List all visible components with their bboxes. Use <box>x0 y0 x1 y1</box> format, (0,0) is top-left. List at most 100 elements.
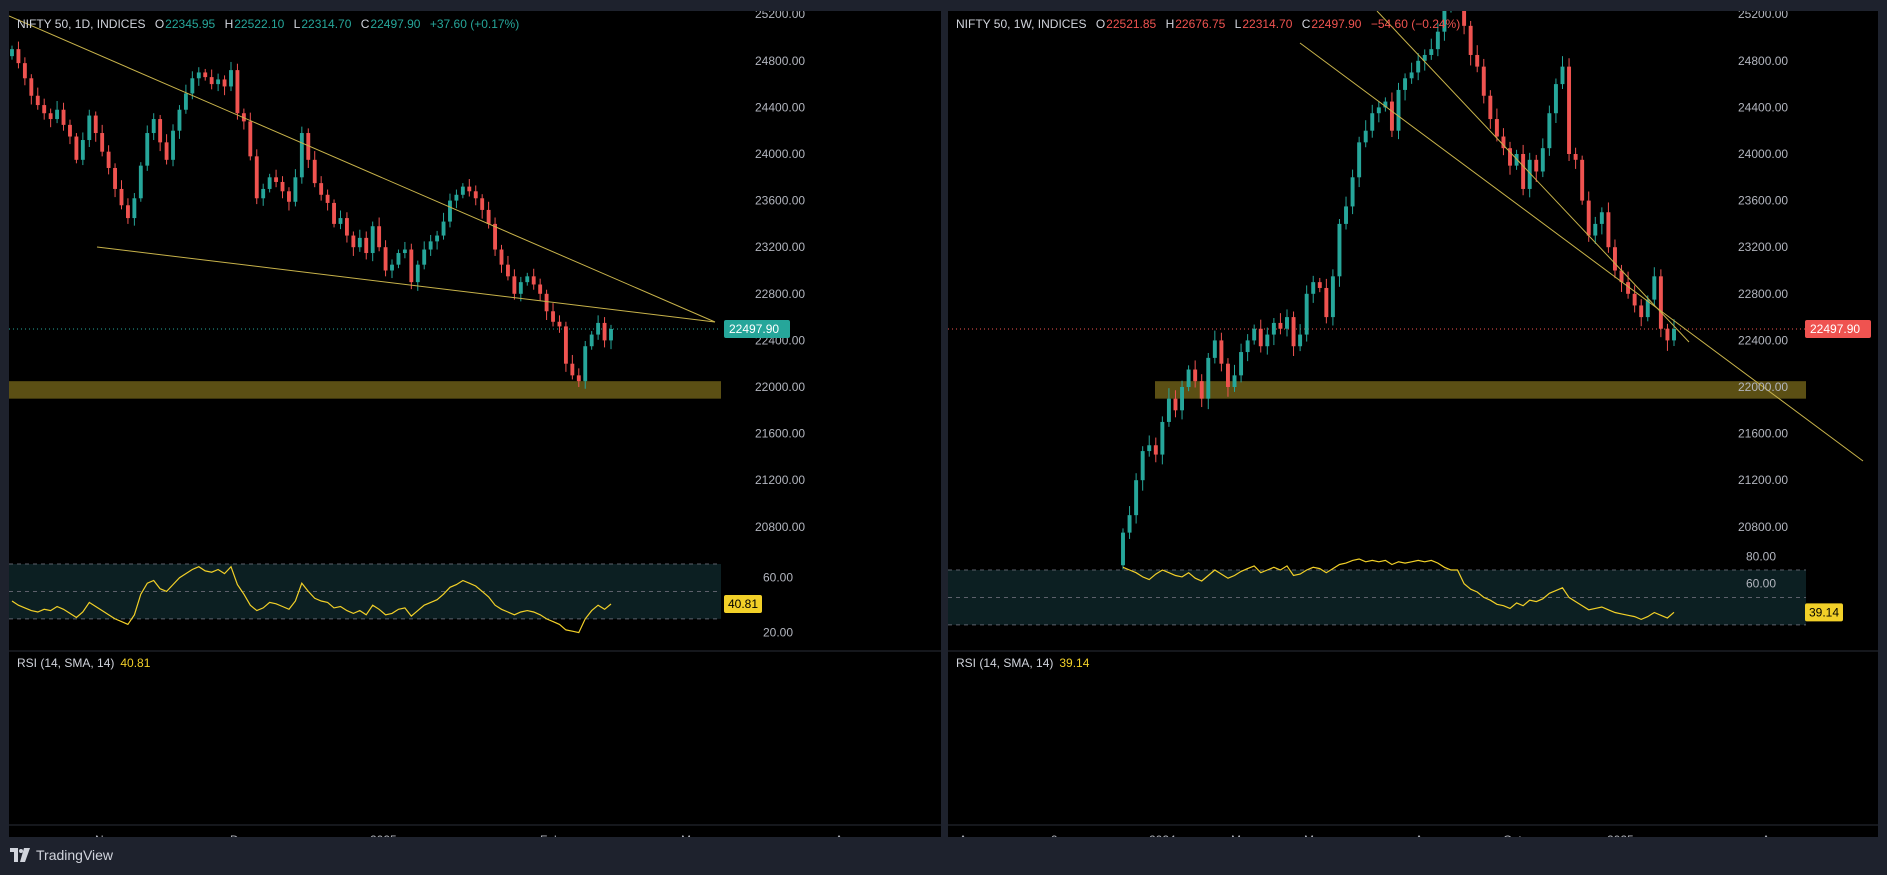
left-candle-body[interactable] <box>531 276 536 285</box>
left-candle-body[interactable] <box>570 363 575 376</box>
left-candle-body[interactable] <box>390 264 394 271</box>
left-candle-body[interactable] <box>42 105 47 114</box>
right-candle-body[interactable] <box>1488 95 1493 120</box>
right-candle-body[interactable] <box>1475 54 1480 67</box>
right-trendline-2[interactable] <box>1376 11 1690 343</box>
right-candle-body[interactable] <box>1586 200 1591 236</box>
right-candle-body[interactable] <box>1652 276 1657 300</box>
left-candle-body[interactable] <box>557 321 562 327</box>
left-candle-body[interactable] <box>312 159 317 184</box>
left-candle-body[interactable] <box>55 109 60 120</box>
right-candle-body[interactable] <box>1403 78 1408 90</box>
left-candle-body[interactable] <box>441 221 446 236</box>
right-candle-body[interactable] <box>1186 369 1191 387</box>
left-candle-body[interactable] <box>435 235 440 242</box>
right-candle-body[interactable] <box>1199 381 1204 399</box>
left-candle-body[interactable] <box>377 226 382 248</box>
left-candle-body[interactable] <box>518 282 523 294</box>
right-chart-canvas[interactable]: 25600.0025200.0024800.0024400.0024000.00… <box>948 11 1878 837</box>
right-candle-body[interactable] <box>1383 101 1388 108</box>
right-candle-body[interactable] <box>1206 357 1211 399</box>
right-candle-body[interactable] <box>1527 159 1532 189</box>
right-candle-body[interactable] <box>1416 60 1421 73</box>
right-candle-body[interactable] <box>1672 328 1676 341</box>
right-candle-body[interactable] <box>1501 136 1506 149</box>
right-candle-body[interactable] <box>1127 515 1132 533</box>
left-candle-body[interactable] <box>551 311 555 322</box>
left-candle-body[interactable] <box>164 142 169 160</box>
right-candle-body[interactable] <box>1508 148 1512 166</box>
right-candle-body[interactable] <box>1553 84 1558 114</box>
right-candle-body[interactable] <box>1324 287 1329 318</box>
right-candle-body[interactable] <box>1134 480 1139 516</box>
left-candle-body[interactable] <box>93 115 98 134</box>
left-candle-body[interactable] <box>415 264 420 283</box>
left-candle-body[interactable] <box>512 276 517 294</box>
right-candle-body[interactable] <box>1494 119 1499 137</box>
left-chart-pane[interactable]: NIFTY 50, 1D, INDICES O22345.95 H22522.1… <box>9 11 941 837</box>
left-candle-body[interactable] <box>319 183 324 195</box>
left-candle-body[interactable] <box>473 191 478 199</box>
right-candle-body[interactable] <box>1317 282 1322 288</box>
right-candle-body[interactable] <box>1278 322 1283 329</box>
left-candle-body[interactable] <box>229 70 233 87</box>
right-candle-body[interactable] <box>1612 247 1617 271</box>
left-candle-body[interactable] <box>602 322 607 341</box>
left-candle-body[interactable] <box>183 93 188 110</box>
right-candle-body[interactable] <box>1639 305 1644 318</box>
left-candle-body[interactable] <box>35 95 40 106</box>
left-candle-body[interactable] <box>480 198 485 210</box>
right-candle-body[interactable] <box>1265 334 1270 347</box>
left-candle-body[interactable] <box>357 237 362 248</box>
left-candle-body[interactable] <box>132 198 137 219</box>
left-candle-body[interactable] <box>138 165 143 199</box>
left-candle-body[interactable] <box>100 133 105 152</box>
right-candle-body[interactable] <box>1435 31 1440 50</box>
left-candle-body[interactable] <box>506 264 510 277</box>
left-candle-body[interactable] <box>190 78 195 94</box>
right-candle-body[interactable] <box>1540 148 1545 172</box>
right-candle-body[interactable] <box>1389 101 1394 131</box>
right-chart-pane[interactable]: NIFTY 50, 1W, INDICES O22521.85 H22676.7… <box>948 11 1878 837</box>
left-candle-body[interactable] <box>299 133 304 178</box>
left-candle-body[interactable] <box>171 130 175 160</box>
left-candle-body[interactable] <box>486 209 491 224</box>
right-candle-body[interactable] <box>1258 328 1263 347</box>
left-candle-body[interactable] <box>235 70 240 114</box>
right-candle-body[interactable] <box>1147 445 1152 452</box>
right-candle-body[interactable] <box>1534 159 1539 172</box>
left-candle-body[interactable] <box>80 140 85 160</box>
left-trendline-2[interactable] <box>96 246 716 323</box>
left-candle-body[interactable] <box>351 235 356 248</box>
right-candle-body[interactable] <box>1481 66 1486 96</box>
right-candle-body[interactable] <box>1619 270 1624 283</box>
right-candle-body[interactable] <box>1357 142 1362 178</box>
left-candle-body[interactable] <box>383 247 388 271</box>
right-candle-body[interactable] <box>1547 113 1552 149</box>
right-candle-body[interactable] <box>1442 11 1447 32</box>
left-trendline-1[interactable] <box>9 15 716 323</box>
right-candle-body[interactable] <box>1212 340 1217 358</box>
pane-divider[interactable] <box>941 11 948 837</box>
right-candle-body[interactable] <box>1599 212 1604 224</box>
left-candle-body[interactable] <box>126 205 130 219</box>
left-candle-body[interactable] <box>280 181 285 192</box>
left-candle-body[interactable] <box>222 79 227 87</box>
right-candle-body[interactable] <box>1422 54 1427 61</box>
left-candle-body[interactable] <box>344 218 349 236</box>
left-candle-body[interactable] <box>87 115 92 141</box>
right-candle-body[interactable] <box>1350 177 1355 207</box>
left-candle-body[interactable] <box>609 328 613 341</box>
right-candle-body[interactable] <box>1645 299 1650 318</box>
left-candle-body[interactable] <box>145 133 150 166</box>
left-support-zone[interactable] <box>9 381 721 399</box>
right-candle-body[interactable] <box>1291 317 1296 347</box>
right-candle-body[interactable] <box>1632 293 1637 306</box>
left-candle-body[interactable] <box>106 151 111 168</box>
left-candle-body[interactable] <box>402 249 407 254</box>
left-candle-body[interactable] <box>177 109 182 131</box>
left-chart-canvas[interactable]: 25600.0025200.0024800.0024400.0024000.00… <box>9 11 941 837</box>
right-candle-body[interactable] <box>1363 130 1368 143</box>
left-candle-body[interactable] <box>364 237 369 254</box>
right-candle-body[interactable] <box>1560 66 1565 85</box>
